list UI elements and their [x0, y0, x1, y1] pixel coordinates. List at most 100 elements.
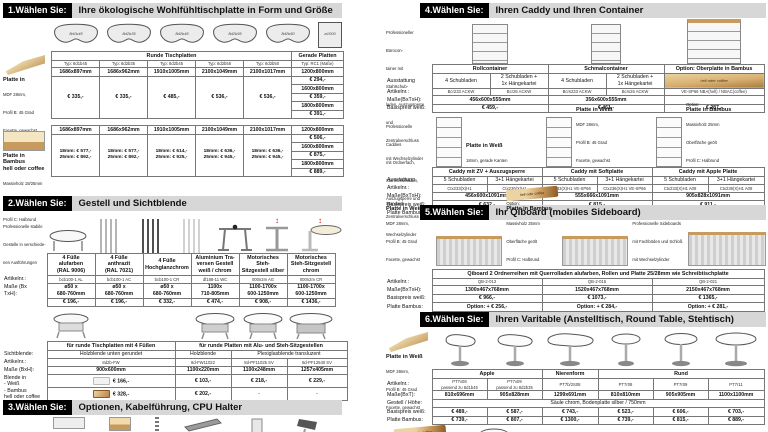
table-cell: 900x600mm [46, 365, 176, 375]
table-cell: € 1300,- [541, 415, 599, 426]
tabletop-shape-icon: 8d2b50 [265, 22, 311, 48]
section-caddy-container: 4.Wählen Sie: Ihren Caddy und Ihren Cont… [386, 3, 766, 237]
table-cell: Maße(BxTxH): [387, 286, 422, 293]
table-cell: 2150x467x768mm [651, 285, 765, 295]
table-cell: 18mm: € 577,- 25mm: € 892,- [99, 133, 148, 177]
table-cell: - [230, 387, 288, 402]
table-cell: € 875,- [291, 150, 344, 160]
table-cell: QB-2-015 [541, 277, 653, 287]
shape-label: 8d2b50 [281, 31, 295, 36]
motor-frame-chrome-icon: ↕ [298, 217, 342, 253]
table-cell: Ausstattung [387, 77, 415, 84]
table-cell: € 606,- [652, 407, 709, 417]
table-cell: € 536,- [195, 75, 244, 119]
cable-spiral-icon [155, 417, 159, 432]
varitable-images-row [432, 329, 766, 369]
caption-title: Platte in Weiß [576, 106, 613, 113]
table-cell: 555x666x1091mm [541, 191, 653, 201]
table-cell: € 889,- [707, 415, 765, 426]
table-cell: 4 Füße anthrazit (RAL 7021) [94, 252, 144, 277]
table-cell: € 489,- [431, 407, 488, 417]
caddy-image [652, 117, 686, 167]
table-cell: 1686x962mm [99, 67, 148, 77]
table-cell: Artikelnr.: [387, 185, 410, 192]
caption-text: Massivholz 25mm Oberfläche geölt Profil … [686, 122, 720, 163]
table-cell: Ctx236(X)H1 A09 [707, 184, 765, 193]
table-cell: Typ: 8d2b35 [99, 59, 148, 69]
caption-text: MDF 28mm, Profil B: 45 Grad Facette, gew… [576, 122, 610, 163]
section1-header: 1.Wählen Sie: Ihre ökologische Wohlfühlt… [3, 3, 342, 18]
table-cell: df188-11 WC [190, 275, 240, 284]
table-cell: Ctx233(X)H1 [431, 184, 488, 193]
bamboo-option-icon [109, 417, 131, 431]
qiboard-standard-note: Standard: Platte in Weiß MDF 28mm, Profi… [386, 201, 432, 266]
table-cell: € 889,- [291, 167, 344, 177]
table-cell: 4 Füße Hochglanzchrom [142, 252, 192, 277]
table-cell: € 229,- [286, 373, 348, 389]
desk-with-screen-icon [47, 313, 95, 339]
table-cell: 456x600x555mm [431, 95, 549, 105]
frame-price-table: 4 Füße alufarben (RAL 9006) 4 Füße anthra… [3, 252, 342, 307]
table-cell: 18mm: € 636,- 25mm: € 945,- [195, 133, 244, 177]
bamboo-plank-image: hell oder coffee [505, 185, 559, 201]
table-cell: Basispreis weiß: [387, 408, 426, 415]
table-cell [386, 270, 432, 279]
table-cell: 810x696mm [431, 390, 488, 400]
table-cell: Holzblende [174, 349, 232, 360]
table-cell: 000n2m CR [286, 275, 336, 284]
table-cell: € 474,- [190, 297, 240, 307]
section3-title: Optionen, Kabelführung, CPU Halter [71, 400, 342, 415]
table-cell: - [286, 387, 348, 402]
table-cell: € 328,- [46, 387, 176, 402]
table-cell: € 459,- [431, 103, 549, 113]
table-cell: Artikelnr.: [387, 381, 410, 388]
table-cell: Sichtblende: [4, 351, 34, 358]
table-cell: 5 Schubladen [651, 175, 709, 186]
table-cell: 905x828x1091mm [651, 191, 765, 201]
table-cell: € 391,- [291, 109, 345, 119]
table-cell: Gestell / Höhe: [387, 400, 423, 407]
tabletop-shape-icon: 8d2b35 [106, 22, 152, 48]
note-title: Platte in Weiß [386, 354, 423, 360]
caddy-image [542, 117, 576, 167]
white-swatch-icon [92, 377, 110, 386]
table-cell: Aluminium Tra- versen Gestell weiß / chr… [190, 252, 240, 277]
table-cell: - Bambus hell oder coffee [4, 388, 41, 401]
section2-title: Gestell und Sichtblende [71, 196, 342, 211]
table-cell: Artikelnr.: [387, 88, 410, 95]
section2-header: 2.Wählen Sie: Gestell und Sichtblende [3, 196, 342, 211]
table-cell: 2100x1017mm [242, 67, 293, 77]
table-cell: QB-2-021 [651, 277, 765, 287]
caption-pre: Option: [506, 200, 520, 206]
table-cell: Rollcontainer [431, 64, 549, 74]
varitable-price-table: Apple Nierenform Rund Artikelnr.: PT7x08 pas… [386, 369, 766, 426]
table-cell: 1600x800mm [291, 84, 345, 94]
qiboard-price-table: Qiboard 2 Ordnerreihen mit Querrolladen … [386, 269, 766, 312]
table-cell: Maße (BxH): [4, 367, 35, 374]
table-cell: 4 Schubladen [431, 72, 491, 89]
table-cell: ø50 x 680-760mm [94, 282, 144, 299]
table-cell: 1686x897mm [51, 67, 100, 77]
table-cell: Nierenform [541, 369, 599, 379]
table-cell: 1100x248mm [230, 365, 288, 375]
table-cell: 1520x467x768mm [541, 285, 653, 295]
cable-tray-icon [53, 417, 85, 429]
bamboo-top-container-image [664, 19, 764, 64]
table-cell: bcb100-1 AL [46, 275, 96, 284]
table-cell: hell oder coffee [663, 72, 765, 89]
shape-label: 8d2b35 [122, 31, 136, 36]
table-cell: Motorisches Steh-Sitzgestell chrom [286, 252, 336, 277]
table-cell: Platte Bambus: [387, 417, 423, 424]
table-cell: Maße(BxTxH): [387, 96, 422, 103]
data-table: 1686x897mm 1686x962mm 1910x1005mm 2100x1049… [51, 125, 344, 177]
round-table-icon [653, 331, 708, 369]
table-cell: Platte Bambus: [387, 303, 423, 310]
table-cell: Basispreis weiß: [387, 201, 426, 208]
table-cell: € 196,- [94, 297, 144, 307]
tabletop-shape-icon: 8d2b55 [212, 22, 258, 48]
table-cell: 1100-1700x 600-1250mm [286, 282, 336, 299]
shape-label: 8d1b45 [69, 31, 83, 36]
legs-anthracite-icon [131, 219, 173, 253]
table-cell: PT7x08 passend zu 8d1b45 [431, 377, 488, 392]
table-cell: € 335,- [51, 75, 100, 119]
